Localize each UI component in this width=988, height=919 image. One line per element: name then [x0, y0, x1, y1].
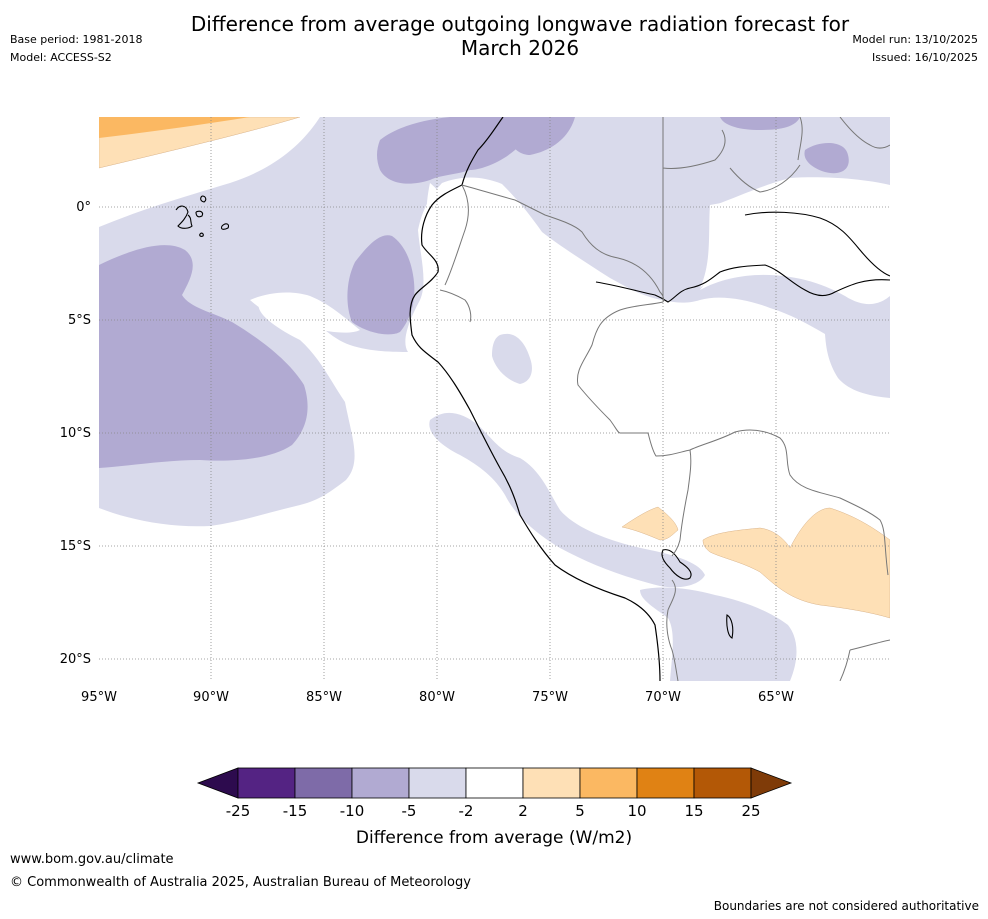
colorbar-bin-neg25-neg15	[237, 767, 296, 799]
issued-date: Issued: 16/10/2025	[871, 51, 978, 64]
lat-label-0: 0°	[76, 200, 91, 215]
anomaly-neg5-neg2-south	[640, 587, 797, 681]
colorbar-tick: -5	[402, 802, 417, 820]
model-run: Model run: 13/10/2025	[852, 33, 978, 46]
base-period: Base period: 1981-2018	[10, 33, 143, 46]
footer-url[interactable]: www.bom.gov.au/climate	[10, 852, 174, 867]
anomaly-neg10-neg5-offshore	[347, 235, 415, 335]
lon-label-75w: 75°W	[532, 690, 568, 705]
colorbar-tick: -15	[283, 802, 308, 820]
anomaly-neg2-2-coastal	[417, 183, 711, 599]
lake-poopo	[726, 614, 734, 639]
amazon-river	[595, 264, 890, 303]
lat-label-5s: 5°S	[68, 313, 91, 328]
colorbar: -25 -15 -10 -5 -2 2 5 10 15 25 Differenc…	[196, 767, 793, 848]
colorbar-bin-5-10	[579, 767, 638, 799]
anomaly-neg5-neg2-patch-1	[492, 333, 532, 384]
anomaly-neg2-2-gap	[700, 186, 890, 290]
anomaly-neg10-neg5-ne	[720, 117, 800, 130]
colorbar-tick: 25	[741, 802, 760, 820]
anomaly-neg10-neg5-ne-2	[804, 143, 849, 174]
lon-label-65w: 65°W	[758, 690, 794, 705]
footer-boundary-note: Boundaries are not considered authoritat…	[713, 899, 979, 913]
galapagos-islands	[175, 195, 230, 237]
colorbar-tick: 5	[575, 802, 585, 820]
map-title: Difference from average outgoing longwav…	[160, 12, 880, 60]
anomaly-neg10-neg5-north	[377, 117, 521, 184]
model-name: Model: ACCESS-S2	[10, 51, 112, 64]
colorbar-bin-15-25	[693, 767, 752, 799]
anomaly-2-5-patch-1	[621, 506, 679, 541]
colorbar-tick: -25	[226, 802, 251, 820]
coastline	[409, 117, 661, 681]
anomaly-neg2-2-hole	[250, 292, 360, 333]
colorbar-bin-neg10-neg5	[351, 767, 410, 799]
lon-label-80w: 80°W	[419, 690, 455, 705]
colorbar-bin-2-5	[522, 767, 581, 799]
anomaly-field	[99, 117, 890, 681]
country-borders	[439, 117, 890, 681]
lat-label-15s: 15°S	[60, 539, 91, 554]
lon-label-95w: 95°W	[81, 690, 117, 705]
negro-river	[744, 211, 890, 277]
anomaly-2-5-patch-2	[702, 507, 890, 619]
lat-label-10s: 10°S	[60, 426, 91, 441]
meta-left: Base period: 1981-2018 Model: ACCESS-S2	[10, 31, 142, 67]
colorbar-tick: 10	[627, 802, 646, 820]
anomaly-neg10-neg5-pacific-sw	[99, 245, 308, 468]
colorbar-bin-neg15-neg10	[294, 767, 353, 799]
boundaries	[175, 117, 890, 681]
meta-right: Model run: 13/10/2025 Issued: 16/10/2025	[852, 31, 978, 67]
title-line-2: March 2026	[460, 36, 580, 60]
colorbar-tick: -10	[340, 802, 365, 820]
colorbar-bin-10-15	[636, 767, 695, 799]
colorbar-tick: 15	[684, 802, 703, 820]
anomaly-neg5-neg2-coast-strip	[429, 412, 705, 588]
footer-copyright: © Commonwealth of Australia 2025, Austra…	[10, 875, 471, 890]
lon-label-90w: 90°W	[193, 690, 229, 705]
colorbar-bin-neg2-2	[465, 767, 524, 799]
lon-label-70w: 70°W	[645, 690, 681, 705]
colorbar-extend-low	[196, 767, 239, 799]
colorbar-bin-neg5-neg2	[408, 767, 467, 799]
lake-titicaca	[661, 549, 692, 580]
anomaly-neg10-neg5-north-2	[500, 117, 575, 155]
title-line-1: Difference from average outgoing longwav…	[190, 12, 850, 36]
lat-label-20s: 20°S	[60, 652, 91, 667]
colorbar-tick: 2	[518, 802, 528, 820]
anomaly-5-10-nw	[99, 117, 250, 138]
colorbar-label: Difference from average (W/m2)	[356, 828, 632, 848]
lon-label-85w: 85°W	[306, 690, 342, 705]
colorbar-extend-high	[750, 767, 793, 799]
colorbar-tick: -2	[459, 802, 474, 820]
